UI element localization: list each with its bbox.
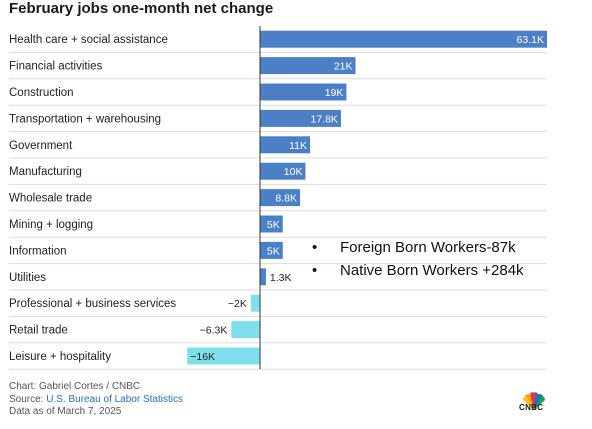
bullet-icon: • xyxy=(312,239,318,256)
data-label: −16K xyxy=(190,351,215,363)
data-label: 17.8K xyxy=(311,113,338,125)
data-label: 10K xyxy=(284,166,303,178)
peacock-logo-icon xyxy=(522,392,546,410)
data-label: −2K xyxy=(228,298,247,310)
bar xyxy=(250,294,260,312)
category-label: Professional + business services xyxy=(9,298,176,310)
data-label: 8.8K xyxy=(275,193,297,205)
category-label: Construction xyxy=(9,87,74,99)
bar xyxy=(260,189,301,207)
annotation-list: • Foreign Born Workers-87k • Native Born W… xyxy=(312,236,524,282)
category-label: Mining + logging xyxy=(9,219,93,231)
logo-wordmark: CNBC xyxy=(519,403,544,412)
bar xyxy=(260,162,306,180)
chart-footer: Chart: Gabriel Cortes / CNBC Source: U.S… xyxy=(9,381,183,419)
category-label: Wholesale trade xyxy=(9,193,92,205)
bar xyxy=(260,241,283,259)
data-label: 63.1K xyxy=(517,34,544,46)
bar xyxy=(260,83,347,101)
bullet-icon: • xyxy=(312,262,318,279)
data-label: 11K xyxy=(289,140,307,152)
data-label: 19K xyxy=(325,87,344,99)
bar xyxy=(260,109,341,127)
bar xyxy=(260,215,283,233)
data-label: 5K xyxy=(267,219,280,231)
bar xyxy=(187,347,260,365)
bar xyxy=(231,321,260,339)
category-label: Manufacturing xyxy=(9,166,82,178)
bar xyxy=(260,136,311,154)
data-date: Data as of March 7, 2025 xyxy=(9,406,122,417)
annotation-native-born: • Native Born Workers +284k xyxy=(312,259,524,282)
bar xyxy=(260,30,547,48)
category-label: Transportation + warehousing xyxy=(9,113,161,125)
category-label: Health care + social assistance xyxy=(9,34,168,46)
bar xyxy=(260,268,266,286)
chart-source: Source: U.S. Bureau of Labor Statistics xyxy=(9,393,183,405)
data-label: 21K xyxy=(334,61,353,73)
category-label: Retail trade xyxy=(9,325,68,337)
category-label: Government xyxy=(9,140,73,152)
source-link[interactable]: U.S. Bureau of Labor Statistics xyxy=(46,393,183,405)
data-label: 1.3K xyxy=(270,272,292,284)
annotation-foreign-born: • Foreign Born Workers-87k xyxy=(312,236,524,259)
category-label: Financial activities xyxy=(9,61,103,73)
chart-title: February jobs one-month net change xyxy=(9,0,274,17)
category-label: Leisure + hospitality xyxy=(9,351,111,363)
annotation-text: Foreign Born Workers-87k xyxy=(340,239,516,256)
category-label: Information xyxy=(9,245,67,257)
data-label: 5K xyxy=(267,245,280,257)
bar xyxy=(260,57,356,75)
annotation-text: Native Born Workers +284k xyxy=(340,262,524,279)
category-label: Utilities xyxy=(9,272,46,284)
chart-credit: Chart: Gabriel Cortes / CNBC xyxy=(9,381,141,392)
data-label: −6.3K xyxy=(200,325,228,337)
